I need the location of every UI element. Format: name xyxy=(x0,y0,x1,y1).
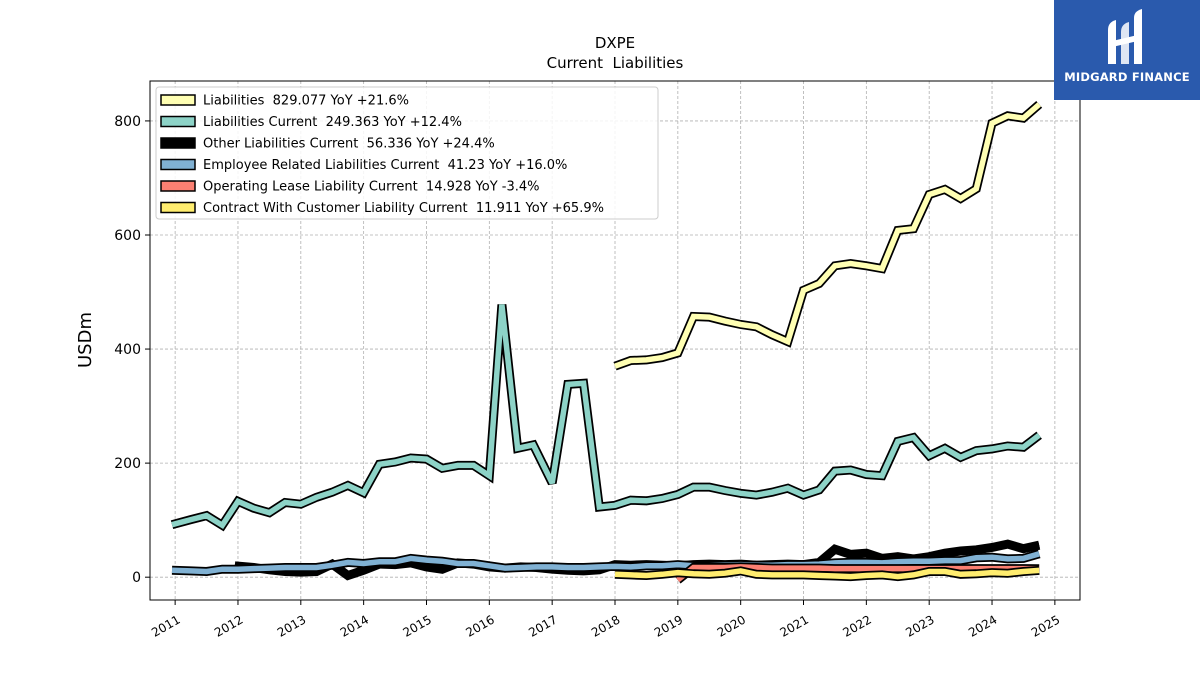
brand-name: MIDGARD FINANCE xyxy=(1064,70,1190,84)
x-tick-label: 2023 xyxy=(903,612,936,639)
legend-swatch xyxy=(160,180,196,192)
midgard-logo-icon xyxy=(1108,9,1142,64)
legend-entry: Liabilities 829.077 YoY +21.6% xyxy=(203,94,409,109)
plot-area xyxy=(170,101,1043,584)
y-tick-label: 800 xyxy=(114,114,141,130)
x-tick-label: 2020 xyxy=(715,612,748,639)
legend-swatch xyxy=(160,115,196,128)
y-tick-label: 200 xyxy=(114,456,141,472)
series-line xyxy=(171,551,1040,575)
series-0 xyxy=(613,101,1043,371)
y-axis-label: USDm xyxy=(75,312,96,368)
y-tick-label: 600 xyxy=(114,228,141,244)
series-line xyxy=(614,567,1040,580)
y-tick-label: 0 xyxy=(132,570,141,586)
brand-logo: MIDGARD FINANCE xyxy=(1054,0,1200,100)
x-tick-label: 2016 xyxy=(463,612,496,639)
legend-swatch xyxy=(160,137,196,149)
x-tick-label: 2025 xyxy=(1029,612,1062,639)
series-1 xyxy=(170,304,1042,532)
grid-lines xyxy=(150,81,1080,600)
series-3 xyxy=(171,549,1041,577)
legend-entry: Operating Lease Liability Current 14.928… xyxy=(203,180,540,195)
y-axis: 0 200 400 600 800 xyxy=(114,114,150,586)
legend-entry: Liabilities Current 249.363 YoY +12.4% xyxy=(203,115,462,130)
x-tick-label: 2024 xyxy=(966,612,999,639)
x-tick-label: 2015 xyxy=(401,612,434,639)
legend-swatch xyxy=(160,158,196,171)
series-line-outline xyxy=(170,304,1042,532)
x-tick-label: 2021 xyxy=(778,612,811,639)
x-tick-label: 2019 xyxy=(652,612,685,639)
y-tick-label: 400 xyxy=(114,342,141,358)
legend-entry: Contract With Customer Liability Current… xyxy=(203,201,604,216)
series-5 xyxy=(614,565,1040,582)
legend-box xyxy=(155,86,659,220)
series-line xyxy=(614,102,1042,369)
x-tick-label: 2022 xyxy=(840,612,873,639)
chart-title: DXPE xyxy=(595,34,635,52)
legend-entry: Other Liabilities Current 56.336 YoY +24… xyxy=(203,137,495,152)
x-tick-label: 2011 xyxy=(149,612,182,639)
chart-subtitle: Current Liabilities xyxy=(547,54,684,72)
x-tick-label: 2012 xyxy=(212,612,245,639)
x-tick-label: 2018 xyxy=(589,612,622,639)
legend-swatch xyxy=(160,201,196,214)
x-tick-label: 2013 xyxy=(275,612,308,639)
series-line xyxy=(171,304,1041,530)
legend-swatch xyxy=(160,94,196,106)
x-tick-label: 2014 xyxy=(338,612,371,639)
x-axis: 2011 2012 2013 2014 2015 2016 2017 2018 2019 2020… xyxy=(149,600,1062,640)
legend-entry: Employee Related Liabilities Current 41.… xyxy=(203,158,567,173)
legend: Liabilities 829.077 YoY +21.6% Liabilitie… xyxy=(155,86,659,220)
x-tick-label: 2017 xyxy=(526,612,559,639)
